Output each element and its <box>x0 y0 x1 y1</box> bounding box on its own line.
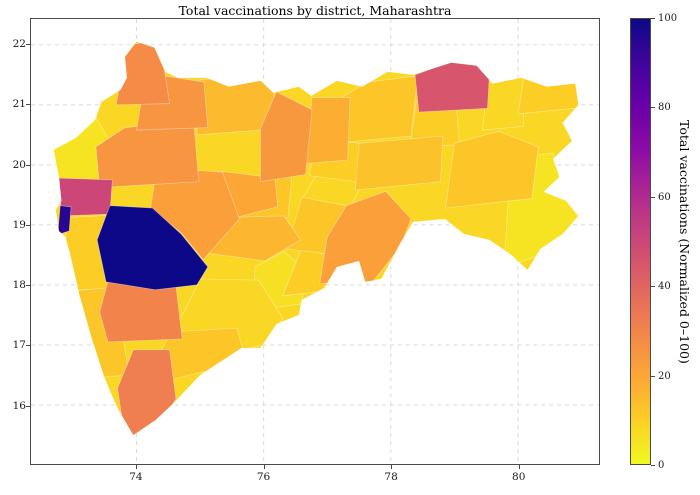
district-shape-d11 <box>96 205 209 291</box>
choropleth-map <box>31 19 599 464</box>
y-tick-label: 18 <box>12 279 26 292</box>
district-shape-d34 <box>445 130 539 209</box>
y-tick-mark <box>26 43 30 45</box>
y-tick-label: 19 <box>12 218 26 231</box>
district-shape-d31 <box>414 61 491 113</box>
district-layer <box>53 41 579 436</box>
x-tick-mark <box>518 465 520 469</box>
y-tick-mark <box>26 345 30 347</box>
y-tick-mark <box>26 405 30 407</box>
colorbar-tick-mark <box>651 196 655 198</box>
x-tick-label: 78 <box>384 471 398 483</box>
x-tick-label: 80 <box>512 471 526 483</box>
colorbar <box>630 18 651 465</box>
y-tick-mark <box>26 224 30 226</box>
district-shape-d33 <box>517 73 579 115</box>
district-shape-d09 <box>115 41 171 106</box>
x-tick-mark <box>263 465 265 469</box>
x-tick-label: 76 <box>256 471 271 483</box>
x-tick-mark <box>135 465 137 469</box>
colorbar-tick-mark <box>651 107 655 109</box>
colorbar-label: Total vaccinations (Normalized 0–100) <box>677 119 692 364</box>
district-shape-d32 <box>482 67 527 131</box>
y-tick-mark <box>26 164 30 166</box>
colorbar-tick-mark <box>651 375 655 377</box>
y-tick-label: 16 <box>12 399 26 412</box>
colorbar-tick-mark <box>651 286 655 288</box>
y-tick-label: 21 <box>12 98 26 111</box>
colorbar-tick-label: 60 <box>658 191 671 203</box>
y-tick-mark <box>26 104 30 106</box>
district-shape-d13 <box>99 280 183 343</box>
colorbar-tick-label: 40 <box>658 281 671 293</box>
plot-area <box>30 18 600 465</box>
district-shape-d22 <box>319 190 412 285</box>
colorbar-tick-label: 0 <box>658 460 665 471</box>
y-tick-mark <box>26 285 30 287</box>
colorbar-tick-label: 20 <box>658 370 671 382</box>
colorbar-tick-mark <box>651 465 655 466</box>
district-shape-d26 <box>305 97 351 165</box>
colorbar-tick-mark <box>651 18 655 19</box>
y-tick-label: 17 <box>12 339 26 352</box>
chart-title: Total vaccinations by district, Maharash… <box>178 3 452 18</box>
district-shape-d29 <box>354 135 444 191</box>
colorbar-tick-label: 100 <box>658 13 678 24</box>
y-tick-label: 20 <box>12 158 26 171</box>
y-tick-label: 22 <box>12 37 26 50</box>
x-tick-label: 74 <box>129 471 143 483</box>
x-tick-mark <box>391 465 393 469</box>
colorbar-tick-label: 80 <box>658 102 671 114</box>
district-shape-d03 <box>57 205 72 236</box>
district-shape-d25 <box>260 91 313 183</box>
